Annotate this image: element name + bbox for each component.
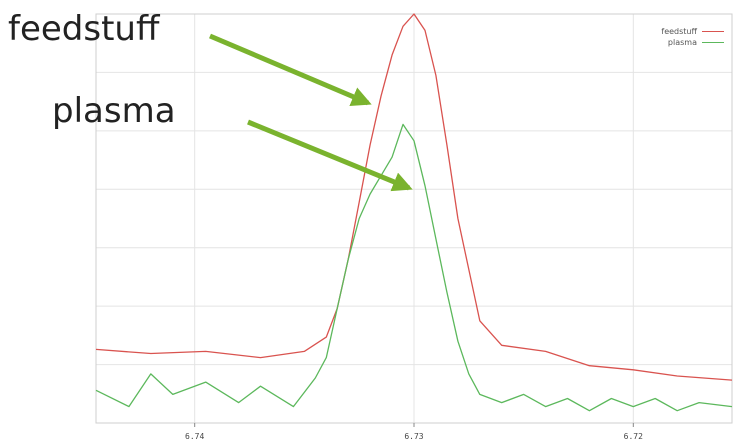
series-line-feedstuff xyxy=(95,13,733,381)
feedstuff-arrow xyxy=(209,33,372,106)
series-line-plasma xyxy=(95,123,733,412)
legend-label-feedstuff: feedstuff xyxy=(661,27,697,36)
legend-item-feedstuff: feedstuff xyxy=(661,26,724,37)
legend-item-plasma: plasma xyxy=(661,37,724,48)
x-tick-label: 6.72 xyxy=(624,432,643,441)
grid xyxy=(96,14,732,423)
legend-swatch-feedstuff xyxy=(702,31,724,32)
x-tick-label: 6.74 xyxy=(185,432,204,441)
legend-swatch-plasma xyxy=(702,42,724,43)
callout-arrows xyxy=(209,33,413,192)
plasma-callout: plasma xyxy=(52,91,176,131)
x-axis-ticks: 6.74 6.73 6.72 xyxy=(185,423,643,441)
legend: feedstuff plasma xyxy=(661,26,724,48)
plasma-arrow xyxy=(247,119,413,192)
series-layer xyxy=(95,13,733,412)
x-tick-label: 6.73 xyxy=(404,432,423,441)
legend-label-plasma: plasma xyxy=(667,38,697,47)
feedstuff-callout: feedstuff xyxy=(8,9,160,49)
